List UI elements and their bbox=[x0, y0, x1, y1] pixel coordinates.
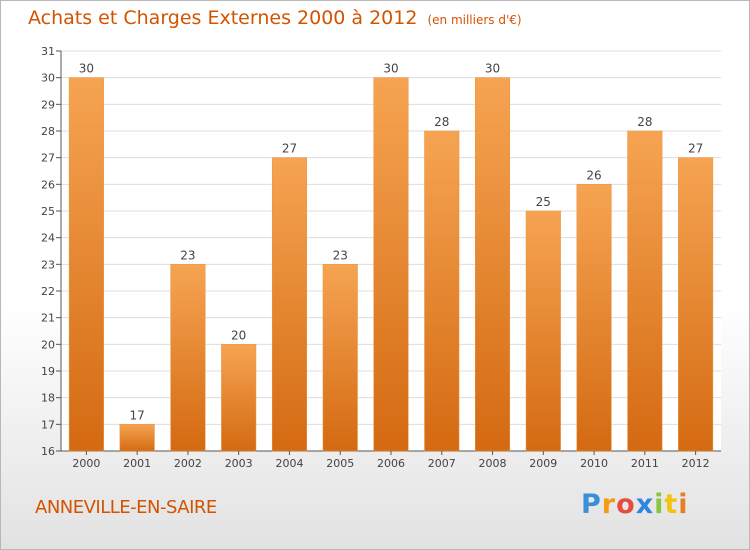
bar bbox=[424, 130, 460, 452]
bar bbox=[373, 77, 409, 452]
x-tick-label: 2004 bbox=[275, 457, 303, 470]
bar-value-label: 17 bbox=[130, 408, 145, 422]
bar bbox=[271, 157, 307, 452]
bar-value-label: 30 bbox=[383, 62, 398, 76]
proxiti-logo[interactable]: Proxiti bbox=[581, 489, 689, 520]
logo-letter: x bbox=[635, 489, 655, 520]
y-tick-label: 24 bbox=[41, 232, 55, 245]
bar-value-label: 27 bbox=[688, 142, 703, 156]
bar bbox=[221, 344, 257, 452]
bar-value-label: 30 bbox=[485, 62, 500, 76]
bar bbox=[68, 77, 104, 452]
x-tick-label: 2012 bbox=[682, 457, 710, 470]
bar-value-label: 20 bbox=[231, 328, 246, 342]
logo-letter: t bbox=[664, 489, 679, 520]
logo-letter: P bbox=[581, 489, 602, 520]
bar bbox=[475, 77, 511, 452]
y-tick-label: 18 bbox=[41, 392, 55, 405]
y-tick-label: 29 bbox=[41, 98, 55, 111]
bar-value-label: 28 bbox=[434, 115, 449, 129]
bar bbox=[525, 210, 561, 452]
y-tick-label: 23 bbox=[41, 258, 55, 271]
y-tick-label: 21 bbox=[41, 312, 55, 325]
bar-value-label: 23 bbox=[180, 248, 195, 262]
bar-value-label: 25 bbox=[536, 195, 551, 209]
bar-value-label: 28 bbox=[637, 115, 652, 129]
x-tick-label: 2002 bbox=[174, 457, 202, 470]
bar bbox=[170, 264, 206, 452]
y-tick-label: 20 bbox=[41, 338, 55, 351]
y-tick-label: 16 bbox=[41, 445, 55, 458]
x-tick-label: 2008 bbox=[479, 457, 507, 470]
y-tick-label: 30 bbox=[41, 72, 55, 85]
x-tick-label: 2000 bbox=[72, 457, 100, 470]
bar bbox=[322, 264, 358, 452]
y-tick-label: 27 bbox=[41, 152, 55, 165]
bar bbox=[627, 130, 663, 452]
chart-title: Achats et Charges Externes 2000 à 2012 (e… bbox=[28, 7, 522, 29]
x-tick-label: 2001 bbox=[123, 457, 151, 470]
bar-value-label: 23 bbox=[333, 248, 348, 262]
bar bbox=[119, 424, 155, 452]
town-name: ANNEVILLE-EN-SAIRE bbox=[35, 497, 217, 518]
x-tick-label: 2011 bbox=[631, 457, 659, 470]
y-tick-label: 19 bbox=[41, 365, 55, 378]
bar-value-label: 26 bbox=[586, 168, 601, 182]
x-tick-label: 2003 bbox=[225, 457, 253, 470]
chart-unit: (en milliers d'€) bbox=[427, 13, 522, 27]
chart-title-text: Achats et Charges Externes 2000 à 2012 bbox=[28, 7, 418, 29]
y-tick-label: 25 bbox=[41, 205, 55, 218]
y-tick-label: 17 bbox=[41, 418, 55, 431]
x-tick-label: 2010 bbox=[580, 457, 608, 470]
x-tick-label: 2005 bbox=[326, 457, 354, 470]
bar-value-label: 27 bbox=[282, 142, 297, 156]
bar bbox=[678, 157, 714, 452]
logo-letter: o bbox=[616, 489, 636, 520]
y-tick-label: 28 bbox=[41, 125, 55, 138]
logo-letter: r bbox=[601, 489, 617, 520]
x-tick-label: 2006 bbox=[377, 457, 405, 470]
x-tick-label: 2009 bbox=[529, 457, 557, 470]
y-tick-label: 22 bbox=[41, 285, 55, 298]
logo-letter: i bbox=[678, 489, 689, 520]
logo-letter: i bbox=[654, 489, 665, 520]
bar-value-label: 30 bbox=[79, 62, 94, 76]
y-tick-label: 31 bbox=[41, 45, 55, 58]
bar bbox=[576, 184, 612, 452]
x-tick-label: 2007 bbox=[428, 457, 456, 470]
y-tick-label: 26 bbox=[41, 178, 55, 191]
